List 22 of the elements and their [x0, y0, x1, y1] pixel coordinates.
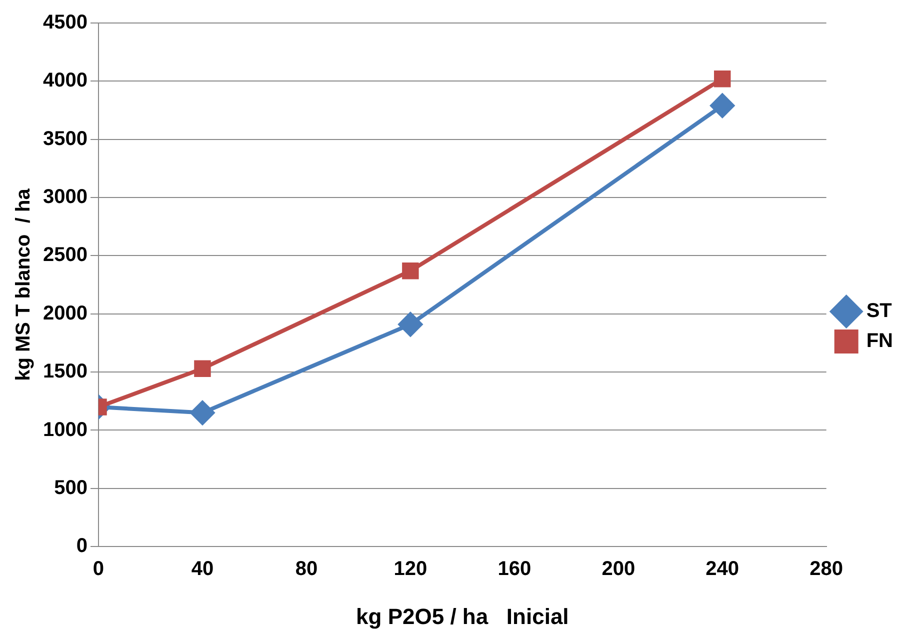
x-tick-label: 80: [295, 558, 318, 580]
y-tick-label: 3500: [42, 128, 88, 150]
y-tick-label: 1000: [42, 418, 88, 441]
x-tick-label: 200: [602, 558, 636, 580]
x-tick-label: 240: [706, 558, 740, 580]
y-tick-label: 1500: [42, 360, 88, 383]
y-tick-label: 3000: [42, 186, 88, 208]
y-tick-label: 500: [54, 476, 88, 499]
x-axis-title: kg P2O5 / ha Inicial: [356, 604, 569, 629]
legend-label: ST: [866, 300, 892, 322]
y-tick-label: 4000: [42, 70, 88, 92]
y-tick-label: 4500: [42, 12, 88, 34]
y-tick-label: 0: [76, 535, 88, 558]
x-tick-label: 120: [394, 558, 428, 580]
x-tick-label: 160: [498, 558, 532, 580]
y-tick-label: 2500: [42, 244, 88, 266]
y-axis-title: kg MS T blanco / ha: [12, 188, 35, 381]
x-tick-label: 0: [92, 558, 104, 580]
y-tick-label: 2000: [42, 302, 88, 324]
x-tick-label: 40: [191, 558, 214, 580]
legend-label: FN: [866, 330, 894, 352]
x-tick-label: 280: [810, 558, 844, 580]
